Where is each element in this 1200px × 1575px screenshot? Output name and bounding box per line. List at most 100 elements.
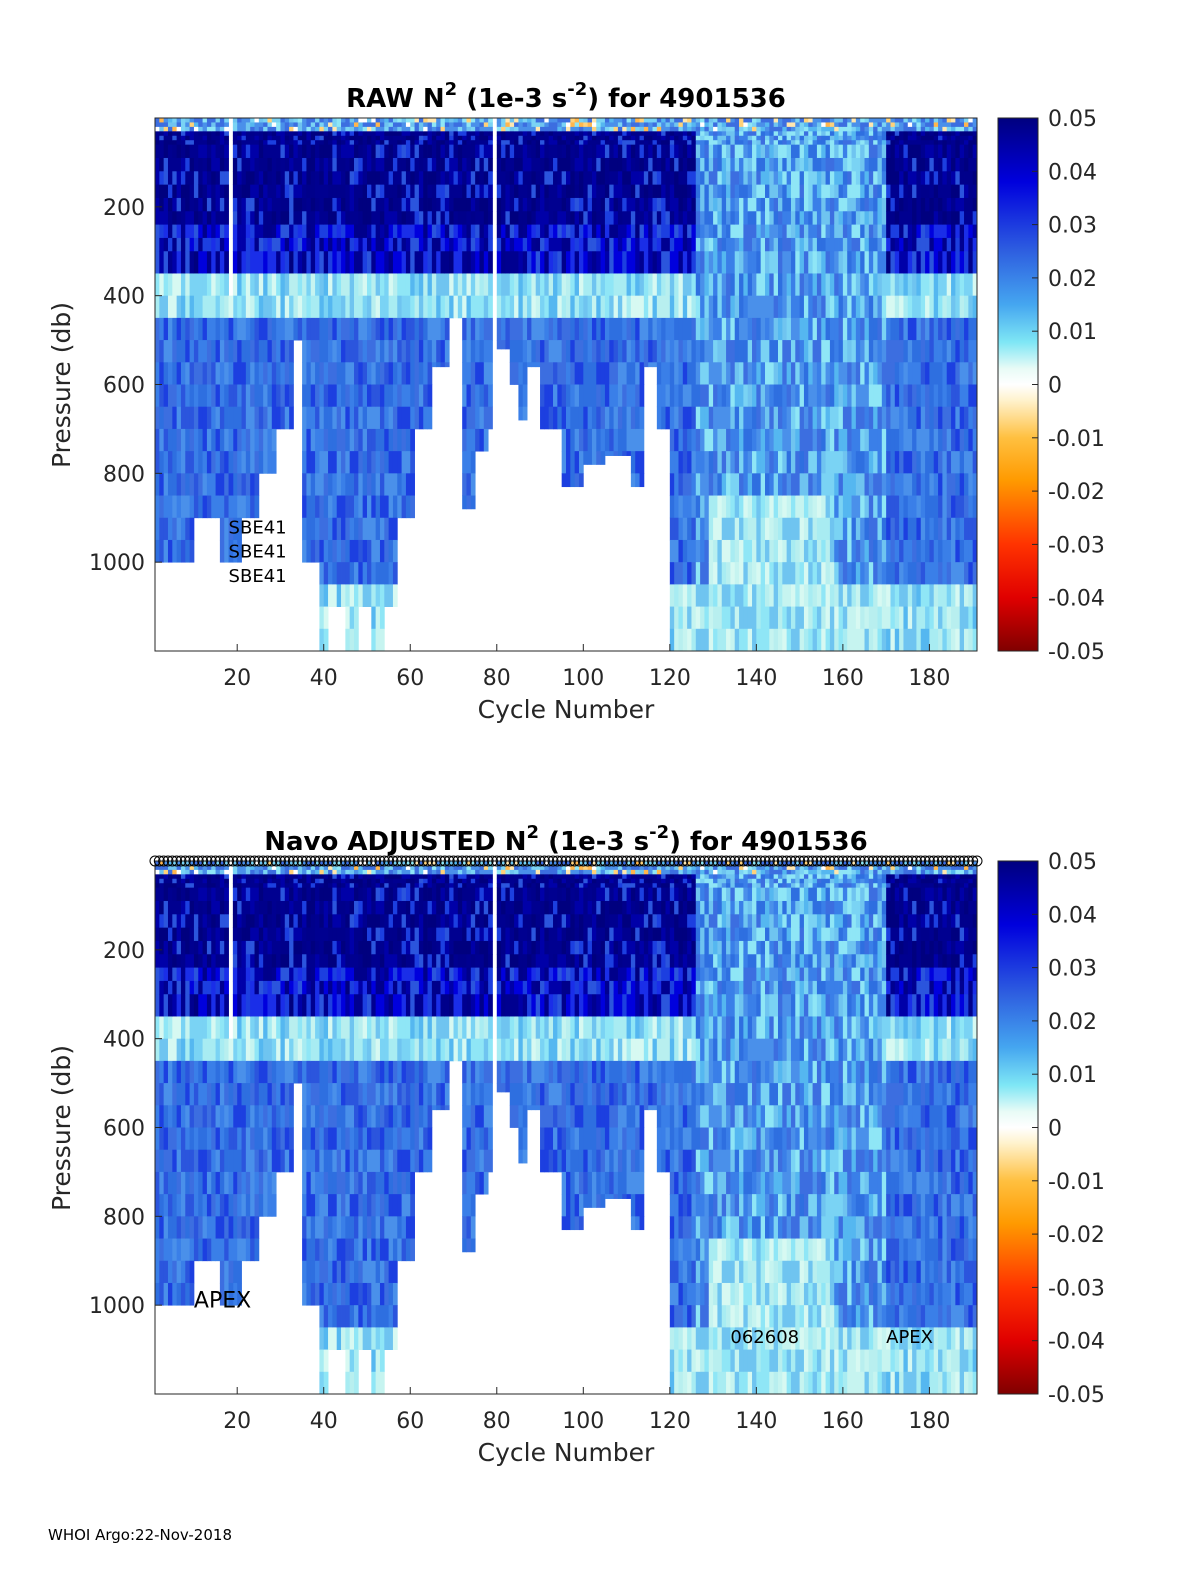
heatmap-cell — [206, 122, 212, 128]
heatmap-cell — [860, 562, 865, 585]
heatmap-cell — [358, 584, 364, 607]
heatmap-cell — [332, 428, 338, 452]
heatmap-cell — [847, 606, 852, 630]
heatmap-cell — [176, 273, 182, 297]
heatmap-cell — [886, 362, 891, 385]
heatmap-cell — [691, 122, 697, 128]
heatmap-cell — [488, 131, 493, 137]
heatmap-cell — [250, 495, 255, 519]
heatmap-cell — [185, 140, 191, 146]
heatmap-cell — [912, 362, 917, 385]
heatmap-cell — [310, 451, 316, 474]
heatmap-cell — [189, 317, 195, 341]
heatmap-cell — [851, 562, 857, 585]
heatmap-cell — [674, 251, 679, 274]
heatmap-cell — [920, 157, 926, 172]
heatmap-cell — [773, 126, 779, 132]
heatmap-cell — [877, 628, 883, 652]
heatmap-cell — [293, 157, 299, 172]
heatmap-cell — [263, 126, 268, 132]
heatmap-cell — [812, 224, 818, 239]
heatmap-cell — [626, 131, 632, 137]
heatmap-cell — [604, 295, 610, 319]
heatmap-cell — [332, 317, 338, 341]
heatmap-cell — [700, 384, 705, 408]
heatmap-cell — [354, 131, 359, 137]
heatmap-cell — [760, 406, 766, 430]
heatmap-cell — [198, 211, 203, 225]
heatmap-cell — [444, 140, 450, 146]
heatmap-cell — [505, 251, 511, 274]
heatmap-cell — [635, 406, 640, 430]
heatmap-cell — [942, 584, 948, 607]
heatmap-cell — [219, 237, 225, 252]
heatmap-cell — [682, 295, 688, 319]
heatmap-cell — [860, 517, 865, 541]
heatmap-cell — [583, 122, 589, 128]
heatmap-cell — [232, 495, 238, 519]
heatmap-cell — [726, 384, 731, 408]
heatmap-cell — [319, 606, 325, 630]
heatmap-cell — [933, 237, 939, 252]
heatmap-cell — [237, 171, 242, 186]
heatmap-cell — [315, 144, 320, 159]
heatmap-cell — [566, 273, 571, 297]
heatmap-cell — [172, 317, 178, 341]
heatmap-cell — [834, 473, 839, 496]
heatmap-cell — [323, 584, 329, 607]
heatmap-cell — [193, 495, 199, 519]
heatmap-cell — [669, 451, 675, 474]
heatmap-cell — [501, 317, 506, 341]
heatmap-cell — [193, 273, 199, 297]
heatmap-cell — [799, 539, 805, 563]
heatmap-cell — [440, 140, 446, 146]
heatmap-cell — [219, 135, 225, 141]
heatmap-cell — [834, 140, 839, 146]
heatmap-cell — [929, 135, 935, 141]
heatmap-cell — [345, 140, 351, 146]
heatmap-cell — [323, 144, 329, 159]
heatmap-cell — [418, 197, 424, 212]
heatmap-cell — [739, 211, 744, 225]
heatmap-cell — [215, 140, 221, 146]
heatmap-cell — [328, 473, 333, 496]
heatmap-cell — [384, 584, 390, 607]
heatmap-cell — [566, 451, 571, 474]
heatmap-cell — [280, 384, 286, 408]
heatmap-cell — [907, 118, 913, 123]
heatmap-cell — [920, 140, 926, 146]
heatmap-cell — [821, 140, 826, 146]
heatmap-cell — [687, 157, 692, 172]
heatmap-cell — [358, 473, 364, 496]
heatmap-cell — [816, 584, 822, 607]
heatmap-cell — [189, 539, 195, 563]
heatmap-cell — [457, 122, 463, 128]
heatmap-cell — [159, 517, 165, 541]
heatmap-cell — [522, 340, 528, 363]
heatmap-cell — [566, 140, 571, 146]
heatmap-cell — [557, 211, 563, 225]
heatmap-cell — [544, 295, 550, 319]
heatmap-cell — [821, 539, 826, 563]
heatmap-cell — [868, 628, 874, 652]
heatmap-cell — [180, 122, 186, 128]
heatmap-cell — [765, 140, 770, 146]
heatmap-cell — [457, 295, 463, 319]
heatmap-cell — [873, 539, 878, 563]
heatmap-cell — [505, 126, 511, 132]
heatmap-cell — [527, 317, 532, 341]
heatmap-cell — [371, 317, 377, 341]
heatmap-cell — [713, 562, 718, 585]
heatmap-cell — [496, 171, 502, 186]
heatmap-cell — [302, 539, 307, 563]
heatmap-cell — [570, 211, 576, 225]
heatmap-cell — [734, 606, 740, 630]
heatmap-cell — [877, 340, 883, 363]
heatmap-cell — [643, 140, 649, 146]
heatmap-cell — [345, 273, 351, 297]
heatmap-cell — [881, 118, 887, 123]
heatmap-cell — [392, 317, 398, 341]
heatmap-cell — [418, 126, 424, 132]
heatmap-cell — [769, 539, 775, 563]
heatmap-cell — [678, 118, 684, 123]
